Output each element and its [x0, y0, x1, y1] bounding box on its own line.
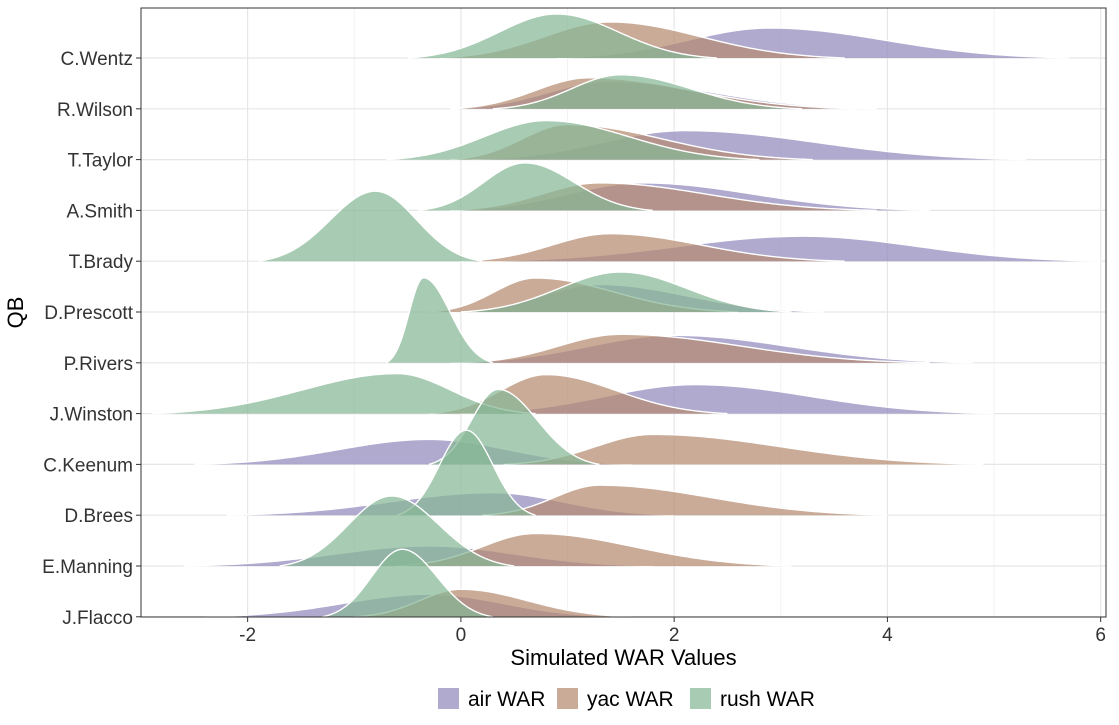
- legend-label: rush WAR: [720, 688, 815, 711]
- y-tick-label: J.Flacco: [62, 608, 133, 629]
- ridge-row-p-rivers: [385, 277, 973, 364]
- density-yac-war: [460, 233, 845, 262]
- x-tick-label: 6: [1095, 625, 1106, 646]
- legend: air WAR yac WAR rush WAR: [438, 688, 815, 711]
- density-outline: [460, 333, 931, 364]
- density-rush-war: [322, 549, 493, 617]
- y-tick-label: R.Wilson: [57, 100, 133, 121]
- density-rush-war: [418, 162, 653, 211]
- y-axis: C.Wentz R.Wilson T.Taylor A.Smith T.Brady D.P…: [42, 49, 141, 629]
- density-rush-war: [396, 430, 536, 516]
- density-yac-war: [460, 334, 931, 363]
- y-tick-label: E.Manning: [42, 557, 133, 578]
- x-tick-label: 2: [669, 625, 680, 646]
- density-outline: [151, 372, 536, 415]
- legend-item-rush-war: rush WAR: [690, 688, 815, 711]
- ridge-row-d-prescott: [428, 271, 824, 313]
- ridge-row-r-wilson: [450, 74, 877, 110]
- ridge-row-t-brady: [258, 190, 1101, 262]
- density-outline: [492, 74, 803, 110]
- x-tick-label: -2: [239, 625, 256, 646]
- legend-swatch: [690, 688, 711, 709]
- density-outline: [482, 484, 888, 516]
- density-rush-war: [279, 496, 515, 566]
- y-tick-label: D.Prescott: [44, 303, 133, 324]
- x-axis-title: Simulated WAR Values: [510, 645, 736, 670]
- density-outline: [460, 232, 845, 262]
- density-outline: [322, 548, 494, 618]
- density-outline: [396, 429, 536, 516]
- density-outline: [279, 495, 515, 567]
- x-tick-label: 4: [882, 625, 893, 646]
- legend-item-yac-war: yac WAR: [557, 688, 674, 711]
- x-axis: -2 0 2 4 6: [239, 617, 1106, 646]
- ridge-row-d-brees: [226, 429, 888, 516]
- density-rush-war: [258, 191, 483, 262]
- legend-swatch: [438, 688, 459, 709]
- y-axis-title: QB: [3, 297, 28, 329]
- y-tick-label: T.Taylor: [68, 151, 134, 172]
- density-yac-war: [482, 485, 888, 516]
- density-rush-war: [386, 120, 760, 160]
- ridge-row-t-taylor: [386, 119, 1027, 161]
- density-rush-war: [492, 74, 803, 109]
- density-outline: [503, 433, 984, 466]
- legend-label: air WAR: [468, 688, 545, 711]
- y-tick-label: J.Winston: [50, 405, 133, 426]
- y-tick-label: C.Keenum: [43, 455, 133, 476]
- density-rush-war: [407, 14, 717, 58]
- y-tick-label: A.Smith: [66, 201, 133, 222]
- y-tick-label: T.Brady: [69, 252, 134, 273]
- y-tick-label: P.Rivers: [64, 354, 133, 375]
- y-tick-label: D.Brees: [64, 506, 133, 527]
- legend-label: yac WAR: [587, 688, 674, 711]
- density-outline: [385, 277, 494, 364]
- density-outline: [407, 13, 717, 59]
- ridge-layer: [151, 13, 1101, 618]
- ridge-row-j-flacco: [204, 548, 632, 618]
- density-outline: [386, 119, 760, 161]
- legend-item-air-war: air WAR: [438, 688, 545, 711]
- ridge-row-a-smith: [418, 162, 931, 212]
- density-rush-war: [460, 272, 792, 312]
- density-outline: [258, 190, 483, 262]
- ridge-row-c-wentz: [407, 13, 1069, 59]
- y-tick-label: C.Wentz: [60, 49, 133, 70]
- legend-swatch: [557, 688, 578, 709]
- density-outline: [460, 271, 792, 313]
- density-outline: [418, 162, 653, 212]
- density-yac-war: [503, 434, 984, 465]
- x-tick-label: 0: [456, 625, 467, 646]
